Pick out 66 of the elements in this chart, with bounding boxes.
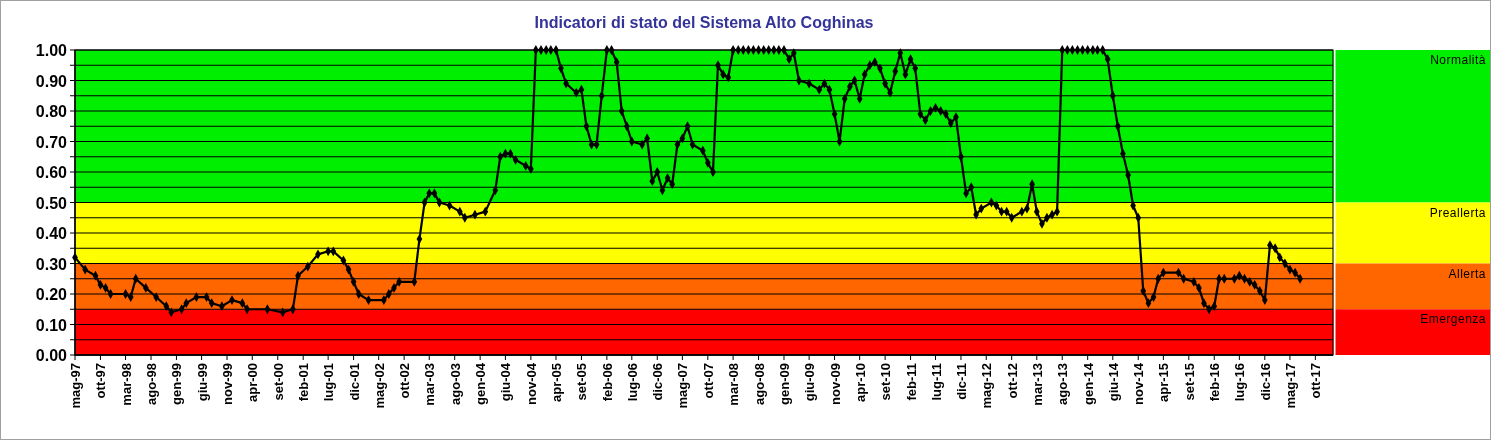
x-tick-label: nov-09 [827,363,843,405]
x-tick-label: mag-97 [68,363,83,409]
x-tick-label: nov-04 [523,362,539,405]
x-tick-label: ago-08 [751,363,767,405]
x-tick-label: ott-02 [397,363,413,399]
y-tick-label: 0.70 [35,133,68,151]
x-tick-label: feb-11 [903,363,919,401]
x-tick-label: set-00 [270,363,286,401]
x-tick-label: nov-14 [1131,362,1147,405]
y-tick-label: 0.80 [35,103,68,120]
x-tick-label: ott-17 [1308,363,1324,399]
y-tick-label: 0.90 [35,72,68,90]
x-tick-label: dic-16 [1257,363,1273,401]
x-tick-label: ago-03 [447,363,463,405]
x-tick-label: feb-06 [599,363,615,402]
x-tick-label: feb-16 [1207,363,1223,402]
chart-title: Indicatori di stato del Sistema Alto Coghinas [534,14,874,31]
x-tick-label: dic-01 [346,363,362,401]
x-tick-label: feb-01 [296,363,312,402]
x-tick-label: mar-13 [1029,363,1045,406]
x-tick-label: giu-99 [194,363,210,402]
x-tick-label: gen-14 [1080,362,1096,405]
y-tick-label: 0.20 [35,286,68,303]
band-label: Normalità [1430,53,1486,67]
x-tick-label: ago-98 [144,363,160,405]
x-tick-label: ott-97 [93,363,109,399]
x-tick-label: set-15 [1181,363,1197,401]
y-tick-label: 1.00 [35,42,68,59]
x-tick-label: mag-02 [371,363,387,409]
x-tick-label: gen-99 [169,363,185,405]
x-tick-label: mag-17 [1282,363,1298,409]
y-tick-label: 0.10 [35,316,68,334]
x-tick-label: giu-09 [802,363,818,402]
y-tick-label: 0.60 [35,164,68,181]
x-tick-label: nov-99 [220,363,236,405]
x-tick-label: ago-13 [1055,363,1071,405]
band-label: Preallerta [1429,205,1486,220]
x-tick-label: dic-11 [953,363,969,400]
band-label: Emergenza [1420,312,1486,327]
x-tick-label: gen-04 [473,362,489,405]
x-tick-label: mag-07 [675,363,691,409]
x-tick-label: giu-04 [498,362,514,402]
y-tick-label: 0.50 [35,194,68,212]
x-tick-label: set-05 [574,363,590,401]
y-tick-label: 0.00 [35,347,68,364]
x-tick-label: mag-12 [979,363,995,409]
x-tick-label: apr-00 [245,363,261,403]
x-tick-label: apr-15 [1156,363,1172,403]
x-tick-label: mar-03 [422,363,438,406]
y-tick-label: 0.30 [35,255,68,273]
x-tick-label: mar-08 [726,363,742,406]
x-tick-label: apr-05 [548,363,564,403]
x-tick-label: giu-14 [1105,362,1121,402]
y-tick-label: 0.40 [35,225,68,242]
x-tick-label: lug-16 [1232,363,1248,402]
x-tick-label: dic-06 [650,363,666,401]
x-tick-label: lug-06 [624,363,640,402]
x-tick-label: set-10 [878,363,894,401]
band-label: Allerta [1448,266,1486,281]
x-tick-label: apr-10 [852,363,868,403]
x-tick-label: ott-12 [1004,363,1020,399]
x-tick-label: lug-01 [321,363,337,402]
x-tick-label: lug-11 [928,363,944,401]
x-tick-label: gen-09 [777,363,792,405]
x-tick-label: mar-98 [118,363,134,406]
x-tick-label: ott-07 [700,363,716,399]
